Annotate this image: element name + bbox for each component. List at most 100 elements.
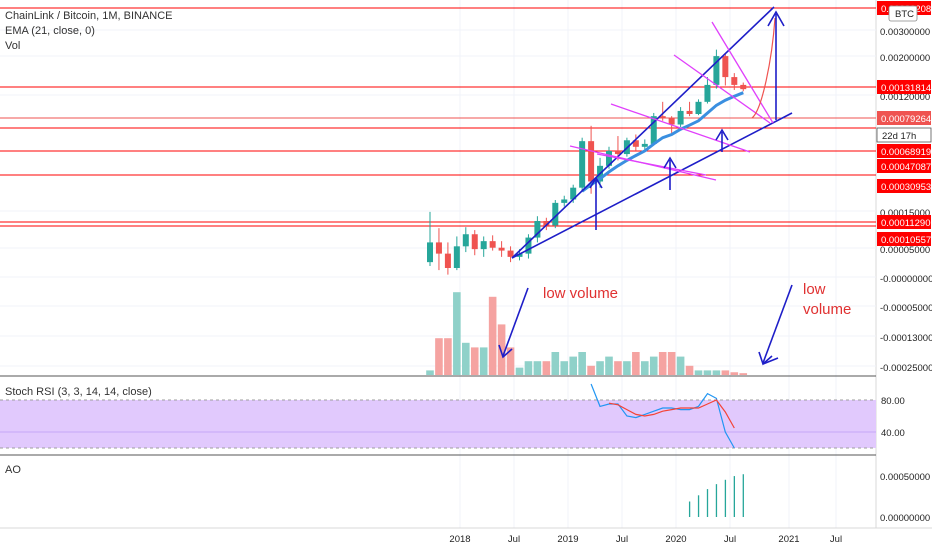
ao-bars (688, 474, 744, 517)
price-tick: -0.00000000 (880, 274, 932, 285)
price-axis-ticks: 0.00300000 0.00200000 0.00120000 0.00015… (880, 27, 932, 374)
candle-body (713, 56, 720, 85)
candle-body (570, 187, 577, 200)
arrow-low-volume-2-tail (762, 357, 779, 365)
volume-bar (730, 372, 739, 375)
stoch-tick-40: 40.00 (881, 428, 905, 439)
trendline-lower (511, 112, 793, 259)
candle-body (740, 84, 747, 90)
level-tag (877, 80, 931, 94)
stoch-band (0, 400, 876, 448)
stoch-d-line (608, 399, 735, 429)
horizontal-levels (0, 7, 876, 227)
currency-badge-text: BTC (895, 9, 914, 20)
fan-line-2 (596, 153, 707, 176)
candle-body (453, 246, 460, 268)
volume-bar (470, 347, 479, 375)
candle-body (614, 150, 621, 155)
candle-body (668, 118, 675, 125)
projection-curve (751, 17, 776, 119)
ao-bar (742, 474, 744, 517)
price-tick: -0.00025000 (880, 363, 932, 374)
level-tag-text: 0.00011290 (881, 218, 931, 229)
volume-bar (667, 352, 676, 375)
time-tick: 2019 (557, 534, 578, 545)
arrow-head-low-volume-1 (498, 344, 513, 359)
price-tick: 0.00120000 (880, 92, 930, 103)
candle-body (552, 202, 559, 226)
currency-badge[interactable] (888, 5, 918, 22)
time-tick: 2020 (665, 534, 686, 545)
level-tag-text: 0.00010557 (881, 235, 931, 246)
fan-line-3 (610, 103, 751, 153)
volume-bars (426, 292, 748, 375)
candle-body (525, 237, 532, 254)
volume-bar (506, 347, 515, 375)
stoch-tick-80: 80.00 (881, 396, 905, 407)
symbol-title: ChainLink / Bitcoin, 1M, BINANCE (5, 10, 173, 22)
time-tick: 2018 (449, 534, 470, 545)
candle-body (516, 253, 523, 257)
candle-body (498, 247, 505, 251)
volume-bar (641, 361, 649, 375)
candle-body (462, 234, 469, 247)
arrow-low-volume-2 (762, 284, 793, 364)
level-tag-text: 0.00047087 (881, 162, 931, 173)
arrow-low-volume-1 (502, 287, 529, 357)
arrow-head-2 (663, 156, 677, 169)
annotation-low-volume-2-line1: low (803, 281, 826, 298)
price-tick: -0.00005000 (880, 303, 932, 314)
volume-bar (721, 370, 730, 375)
volume-bar (488, 296, 497, 375)
countdown-text: 22d 17h (882, 131, 916, 142)
level-tag (877, 232, 931, 246)
ema-legend: EMA (21, close, 0) (5, 25, 95, 37)
ao-bar (724, 479, 727, 517)
time-tick: 2021 (778, 534, 799, 545)
candle-body (444, 253, 451, 268)
price-tick: 0.00300000 (880, 27, 930, 38)
volume-bar (694, 370, 703, 375)
price-level-tags: 0.003822080.001318140.000792640.00068919… (877, 1, 931, 246)
arrow-head-1 (589, 176, 603, 189)
candle-body (606, 150, 612, 166)
candle-body (650, 116, 657, 144)
ema-line (581, 91, 744, 193)
candle-body (471, 234, 478, 250)
candle-body (686, 110, 693, 115)
candle-body (695, 101, 702, 115)
ao-label: AO (5, 464, 21, 476)
level-tag-text: 0.00131814 (881, 83, 931, 94)
level-tag-text: 0.00068919 (881, 147, 931, 158)
fan-line-4 (673, 54, 771, 124)
annotation-low-volume-1: low volume (543, 285, 618, 302)
volume-bar (676, 356, 685, 375)
volume-bar (685, 365, 694, 375)
ao-tick-zero: 0.00000000 (880, 513, 930, 524)
candle-body (579, 141, 586, 188)
volume-bar (551, 352, 560, 375)
drawings (498, 6, 793, 366)
ao-tick-high: 0.00050000 (880, 472, 930, 483)
level-tag-text: 0.00030953 (881, 182, 931, 193)
volume-bar (587, 365, 595, 375)
candle-body (659, 116, 666, 119)
candle-body (561, 199, 568, 203)
volume-bar (426, 370, 434, 375)
price-tick: 0.00200000 (880, 53, 930, 64)
candle-body (489, 241, 496, 248)
price-tick: -0.00013000 (880, 333, 932, 344)
stoch-rsi-label: Stoch RSI (3, 3, 14, 14, close) (5, 386, 152, 398)
level-tag (877, 179, 931, 193)
volume-bar (649, 356, 658, 375)
level-tag (877, 215, 931, 229)
volume-bar (569, 356, 577, 375)
countdown-tag (876, 127, 932, 143)
volume-bar (739, 373, 748, 375)
candle-body (427, 242, 433, 263)
candle-body (731, 77, 738, 85)
ao-bar (688, 501, 691, 517)
volume-legend: Vol (5, 40, 20, 52)
volume-bar (533, 361, 542, 375)
